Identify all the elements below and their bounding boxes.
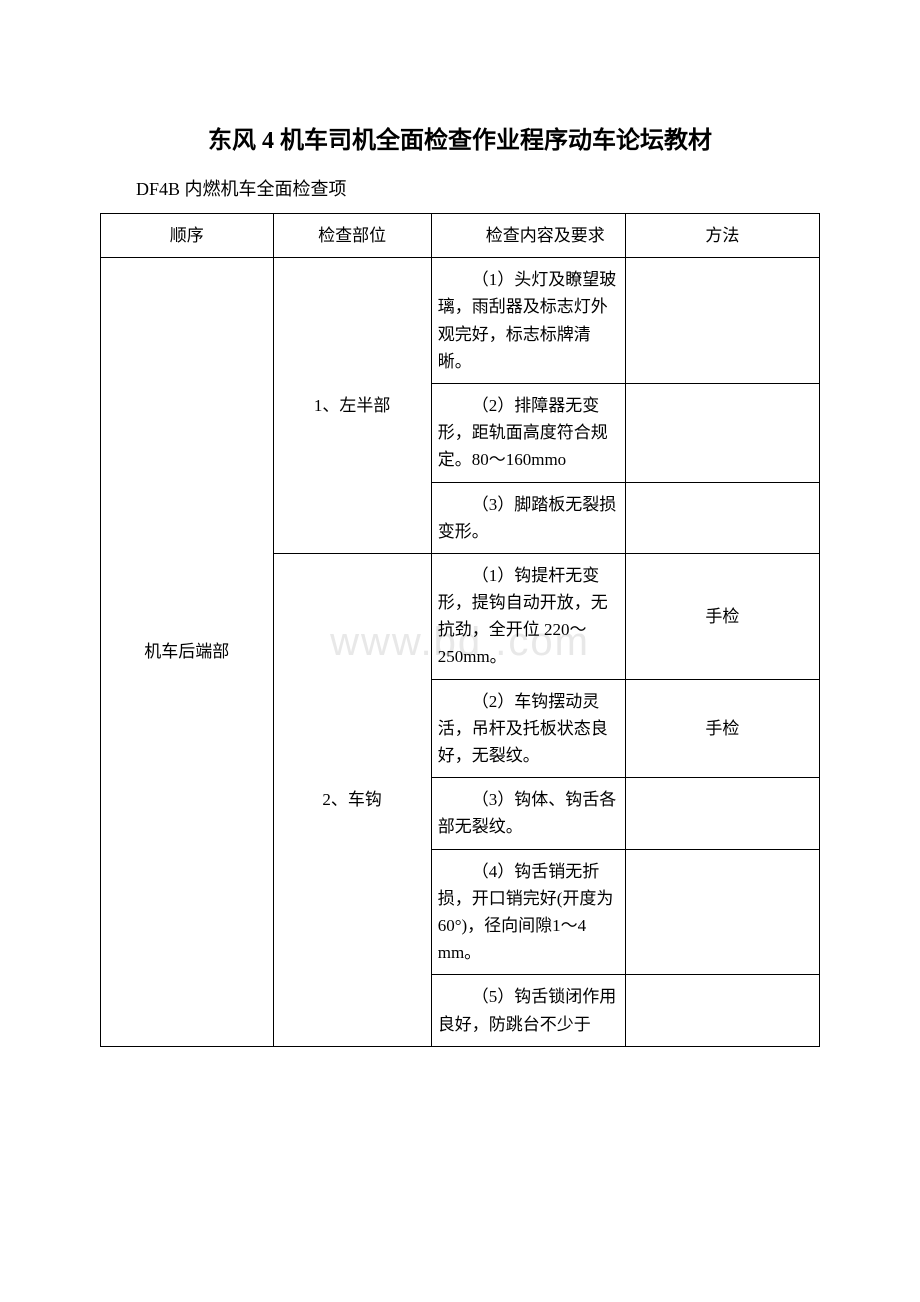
method-cell — [625, 975, 819, 1046]
header-content: 检查内容及要求 — [431, 214, 625, 258]
inspection-table: 顺序 检查部位 检查内容及要求 方法 机车后端部 1、左半部 （1）头灯及瞭望玻… — [100, 213, 820, 1047]
table-header-row: 顺序 检查部位 检查内容及要求 方法 — [101, 214, 820, 258]
header-part: 检查部位 — [273, 214, 431, 258]
method-cell — [625, 383, 819, 482]
subtitle: DF4B 内燃机车全面检查项 — [100, 175, 820, 201]
content-cell: （3）脚踏板无裂损变形。 — [431, 482, 625, 553]
content-cell: （2）车钩摆动灵活，吊杆及托板状态良好，无裂纹。 — [431, 679, 625, 778]
content-cell: （5）钩舌锁闭作用良好，防跳台不少于 — [431, 975, 625, 1046]
method-cell — [625, 258, 819, 384]
method-cell: 手检 — [625, 679, 819, 778]
content-cell: （1）头灯及瞭望玻璃，雨刮器及标志灯外观完好，标志标牌清晰。 — [431, 258, 625, 384]
header-method: 方法 — [625, 214, 819, 258]
content-cell: （2）排障器无变形，距轨面高度符合规定。80～160mmo — [431, 383, 625, 482]
content-cell: （1）钩提杆无变形，提钩自动开放，无抗劲，全开位 220～250mm。 — [431, 553, 625, 679]
method-cell — [625, 482, 819, 553]
method-cell: 手检 — [625, 553, 819, 679]
header-seq: 顺序 — [101, 214, 274, 258]
part-cell: 1、左半部 — [273, 258, 431, 554]
section-cell: 机车后端部 — [101, 258, 274, 1047]
content-cell: （4）钩舌销无折损，开口销完好(开度为60°)，径向间隙1～4 mm。 — [431, 849, 625, 975]
content-cell: （3）钩体、钩舌各部无裂纹。 — [431, 778, 625, 849]
table-row: 机车后端部 1、左半部 （1）头灯及瞭望玻璃，雨刮器及标志灯外观完好，标志标牌清… — [101, 258, 820, 384]
page-title: 东风 4 机车司机全面检查作业程序动车论坛教材 — [100, 120, 820, 155]
method-cell — [625, 778, 819, 849]
part-cell: 2、车钩 — [273, 553, 431, 1046]
method-cell — [625, 849, 819, 975]
